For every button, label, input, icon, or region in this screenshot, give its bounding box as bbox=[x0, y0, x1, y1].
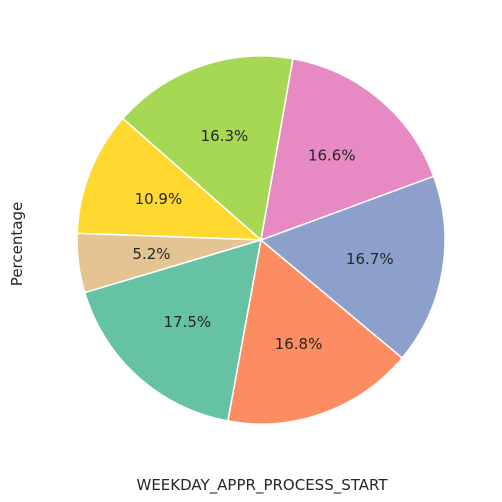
pie-percent-labels: 16.3% 10.9% 5.2% 17.5% 16.8% 16.7% 16.6% bbox=[132, 127, 393, 353]
pie-slices bbox=[76, 55, 446, 425]
pie-slice bbox=[260, 175, 446, 359]
y-axis-label: Percentage bbox=[8, 202, 26, 286]
slice-percent-label: 10.9% bbox=[135, 190, 183, 208]
x-axis-label: WEEKDAY_APPR_PROCESS_START bbox=[137, 476, 389, 495]
slice-percent-label: 16.7% bbox=[346, 250, 394, 268]
pie-slice bbox=[227, 239, 403, 425]
slice-percent-label: 17.5% bbox=[164, 313, 212, 331]
slice-percent-label: 16.6% bbox=[308, 146, 356, 164]
slice-percent-label: 16.8% bbox=[275, 335, 323, 353]
pie-slice bbox=[122, 55, 294, 241]
pie-slice bbox=[83, 239, 262, 422]
slice-percent-label: 16.3% bbox=[201, 127, 249, 145]
pie-slice bbox=[76, 117, 262, 241]
pie-slice bbox=[260, 58, 435, 241]
slice-percent-label: 5.2% bbox=[132, 245, 170, 263]
